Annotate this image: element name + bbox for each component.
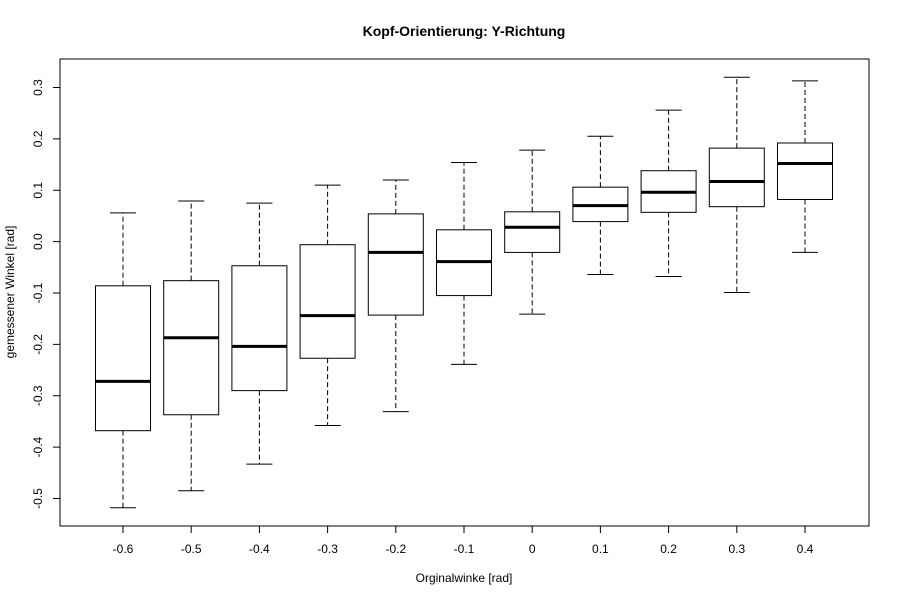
- x-tick-label: 0.2: [660, 542, 677, 556]
- box-0.3: [708, 76, 765, 293]
- box-0: [504, 149, 561, 315]
- box--0.4: [231, 202, 288, 465]
- interquartile-box: [504, 211, 561, 253]
- box-series: [95, 76, 833, 509]
- y-tick-label: 0.2: [31, 130, 45, 147]
- y-tick-label: -0.4: [31, 436, 45, 457]
- y-tick-label: 0.1: [31, 182, 45, 199]
- x-tick-label: -0.1: [454, 542, 475, 556]
- box--0.3: [299, 184, 356, 427]
- y-tick-label: -0.3: [31, 385, 45, 406]
- box-0.1: [572, 135, 629, 276]
- chart-title: Kopf-Orientierung: Y-Richtung: [363, 23, 566, 39]
- y-tick-label: -0.1: [31, 282, 45, 303]
- x-tick-label: 0.3: [728, 542, 745, 556]
- x-tick-label: -0.3: [317, 542, 338, 556]
- x-tick-label: -0.6: [113, 542, 134, 556]
- interquartile-box: [367, 213, 424, 316]
- x-tick-label: 0: [529, 542, 536, 556]
- y-tick-label: 0.3: [31, 79, 45, 96]
- box-0.4: [777, 80, 833, 253]
- box--0.5: [163, 200, 220, 492]
- interquartile-box: [299, 244, 356, 359]
- y-axis: -0.5 -0.4 -0.3 -0.2 -0.1 0.0 0.1 0.2 0.3: [31, 79, 60, 509]
- x-tick-label: 0.1: [592, 542, 609, 556]
- box--0.1: [436, 162, 492, 365]
- x-tick-label: -0.5: [181, 542, 202, 556]
- interquartile-box: [777, 142, 833, 200]
- x-tick-label: 0.4: [797, 542, 814, 556]
- x-axis-label: Orginalwinke [rad]: [416, 571, 513, 585]
- box--0.2: [367, 179, 424, 413]
- interquartile-box: [708, 147, 765, 208]
- interquartile-box: [95, 285, 151, 432]
- y-axis-label: gemessener Winkel [rad]: [3, 226, 17, 359]
- y-tick-label: -0.2: [31, 334, 45, 355]
- x-axis: -0.6 -0.5 -0.4 -0.3 -0.2 -0.1 0 0.1 0.2 0.3 0.4: [113, 526, 814, 556]
- x-tick-label: -0.2: [385, 542, 406, 556]
- y-tick-label: -0.5: [31, 488, 45, 509]
- y-tick-label: 0.0: [31, 233, 45, 250]
- box-0.2: [640, 109, 697, 278]
- interquartile-box: [163, 280, 220, 416]
- interquartile-box: [231, 265, 288, 392]
- box--0.6: [95, 212, 151, 509]
- x-tick-label: -0.4: [249, 542, 270, 556]
